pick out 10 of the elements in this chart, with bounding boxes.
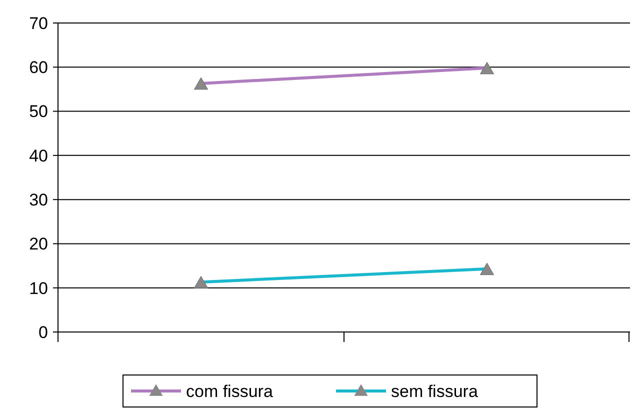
y-tick-label: 40 (29, 146, 48, 166)
y-tick-label: 60 (29, 58, 48, 78)
legend-label: com fissura (186, 382, 274, 401)
y-tick-label: 10 (29, 278, 48, 298)
legend-label: sem fissura (391, 382, 478, 401)
y-tick-label: 30 (29, 190, 48, 210)
y-tick-label: 20 (29, 234, 48, 254)
y-tick-label: 50 (29, 102, 48, 122)
y-tick-label: 70 (29, 14, 48, 33)
y-tick-label: 0 (38, 322, 48, 342)
